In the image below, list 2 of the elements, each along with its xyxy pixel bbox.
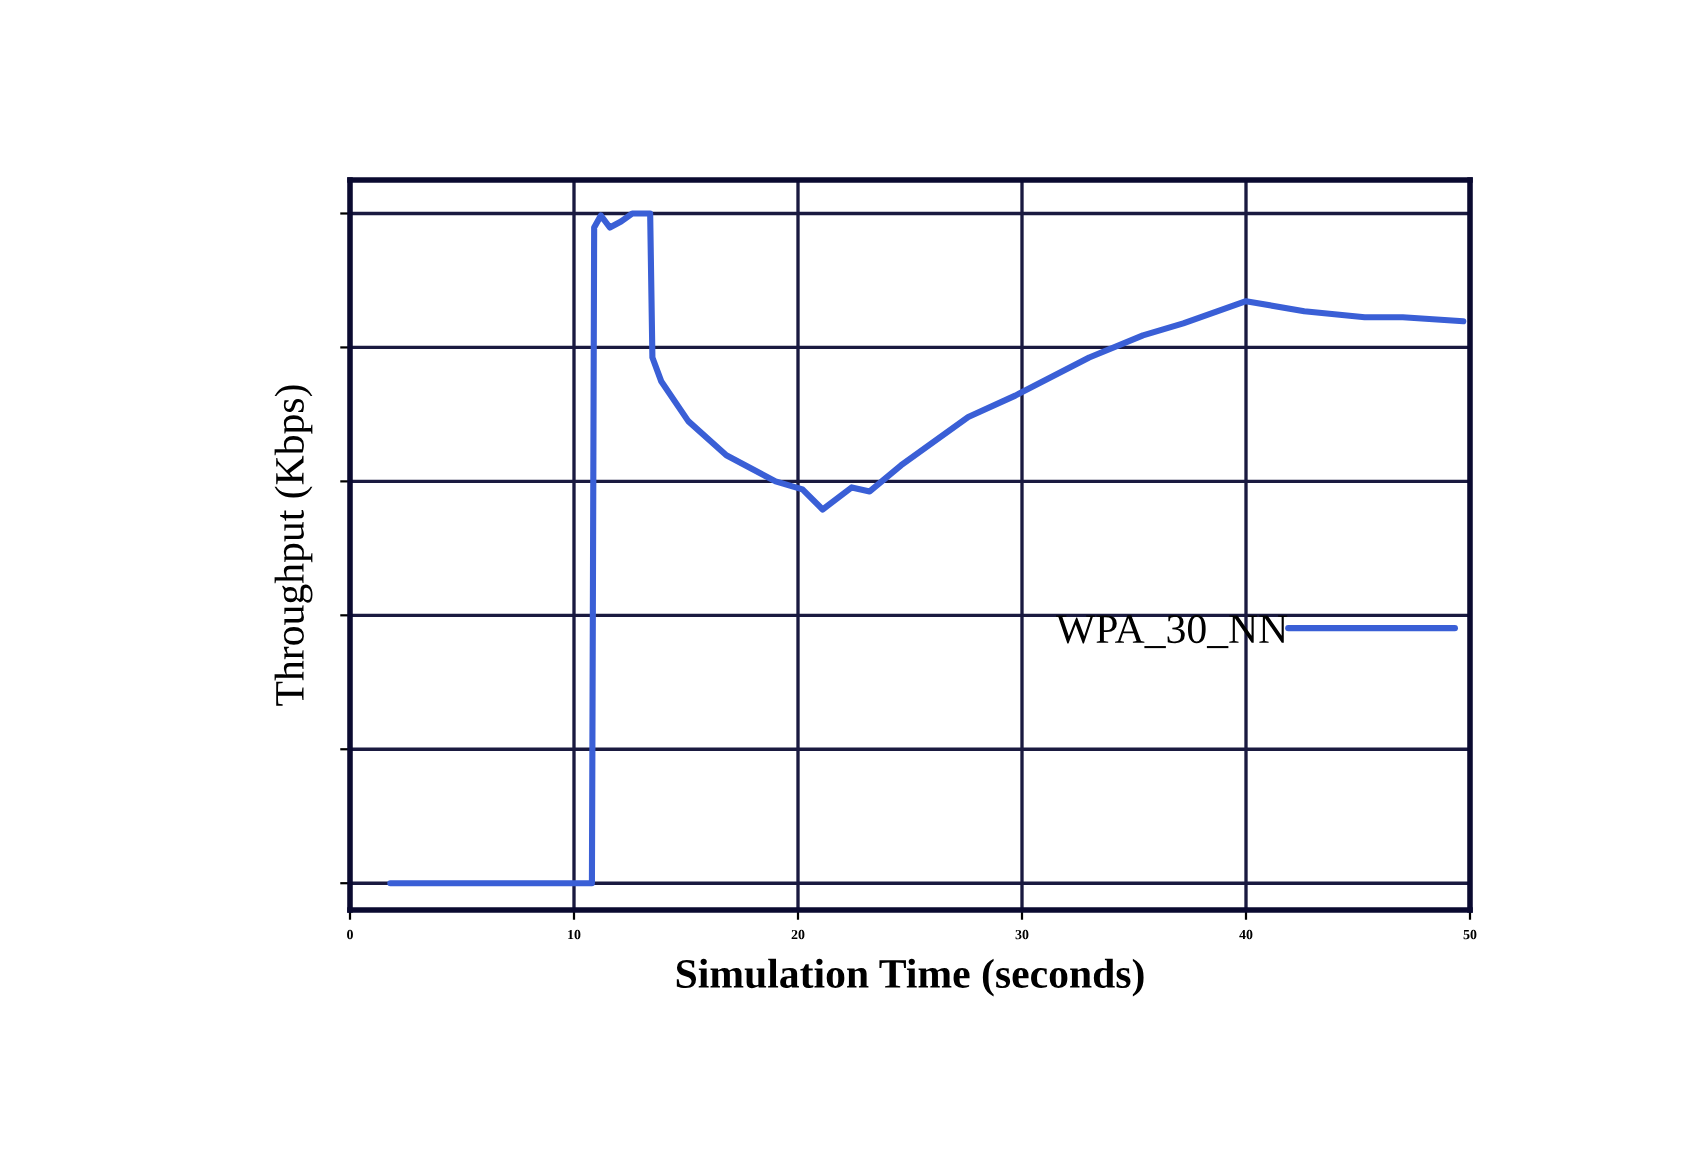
x-axis-title: Simulation Time (seconds) bbox=[676, 958, 1144, 997]
y-axis-title: Throughput (Kbps) bbox=[274, 385, 313, 706]
